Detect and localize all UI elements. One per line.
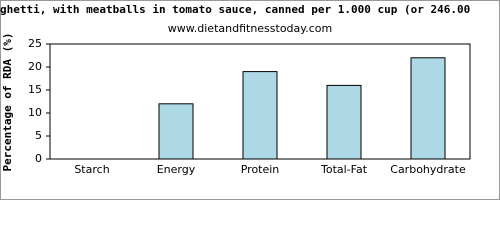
chart: ghetti, with meatballs in tomato sauce, … <box>0 0 500 200</box>
y-tick-label: 20 <box>28 60 42 73</box>
x-tick-label: Carbohydrate <box>390 163 466 176</box>
y-tick-label: 15 <box>28 83 42 96</box>
x-tick-label: Energy <box>157 163 196 176</box>
chart-title: ghetti, with meatballs in tomato sauce, … <box>0 3 470 16</box>
x-tick-label: Protein <box>241 163 280 176</box>
bar <box>410 57 446 160</box>
y-tick-label: 25 <box>28 37 42 50</box>
y-axis-label: Percentage of RDA (%) <box>1 32 14 171</box>
x-tick-label: Starch <box>74 163 109 176</box>
bar <box>158 103 194 160</box>
bar <box>326 84 362 160</box>
y-tick-label: 10 <box>28 106 42 119</box>
chart-subtitle: www.dietandfitnesstoday.com <box>168 22 332 35</box>
y-tick-label: 5 <box>35 129 42 142</box>
y-tick-label: 0 <box>35 152 42 165</box>
x-tick-label: Total-Fat <box>320 163 368 176</box>
bar <box>242 71 278 160</box>
